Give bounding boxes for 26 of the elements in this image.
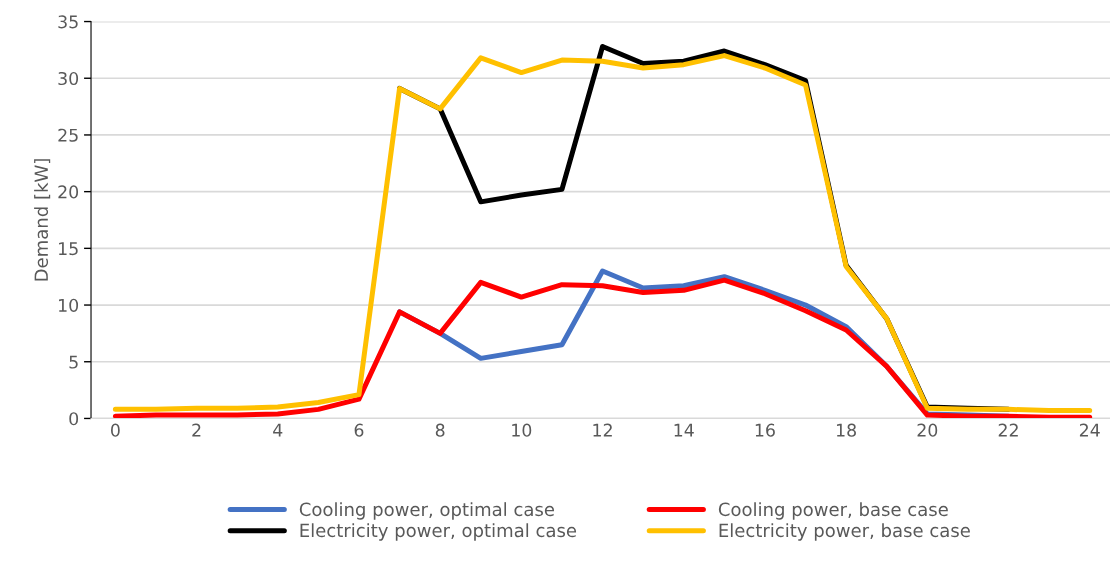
x-tick-label: 2	[192, 423, 201, 437]
y-tick-label: 10	[59, 298, 79, 312]
legend-label: Cooling power, base case	[718, 502, 948, 520]
x-tick-label: 12	[593, 423, 612, 437]
y-tick-label: 25	[58, 128, 78, 142]
x-tick-label: 8	[435, 423, 445, 437]
x-tick-label: 4	[273, 423, 283, 437]
y-tick-label: 15	[59, 242, 78, 256]
x-tick-label: 20	[917, 423, 938, 437]
x-tick-label: 16	[755, 423, 775, 437]
x-tick-label: 0	[111, 423, 120, 437]
y-tick-label: 35	[58, 15, 78, 29]
y-tick-label: 20	[58, 185, 79, 199]
legend-label: Electricity power, optimal case	[300, 523, 577, 541]
y-axis-title: Demand [kW]	[34, 159, 51, 281]
y-tick-label: 5	[69, 355, 78, 369]
x-tick-label: 18	[836, 423, 856, 437]
legend-label: Electricity power, base case	[719, 523, 970, 541]
x-tick-label: 6	[354, 423, 364, 437]
x-tick-label: 14	[674, 423, 694, 437]
x-tick-label: 22	[998, 423, 1018, 437]
y-tick-label: 0	[69, 412, 79, 426]
legend-label: Cooling power, optimal case	[299, 502, 554, 520]
x-tick-label: 10	[512, 423, 532, 437]
y-tick-label: 30	[58, 71, 79, 86]
x-tick-label: 24	[1079, 423, 1100, 437]
